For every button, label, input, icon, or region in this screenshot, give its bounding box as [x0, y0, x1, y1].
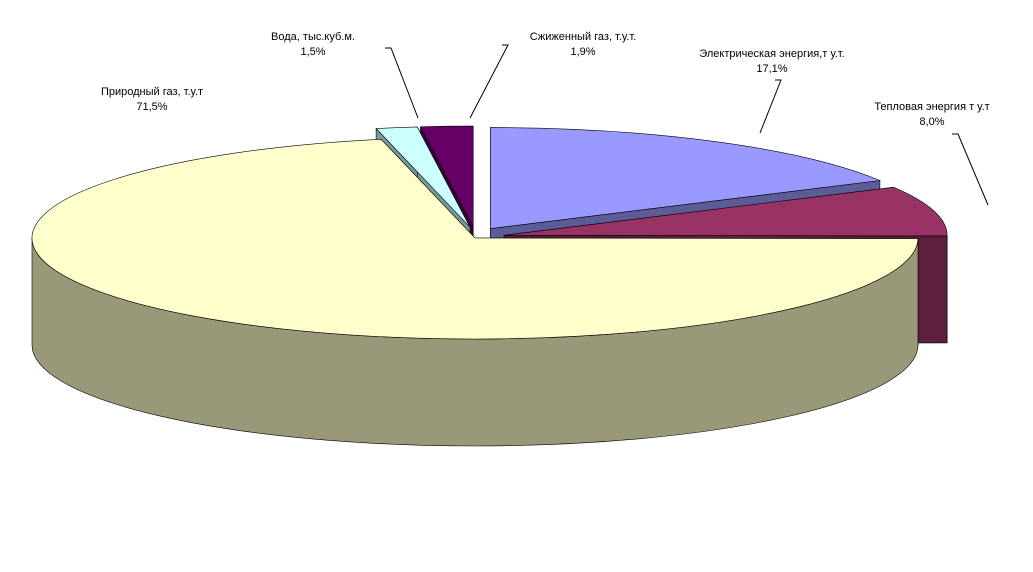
slice-value-label: 17,1% — [756, 63, 787, 75]
slice-label: Природный газ, т.у.т — [101, 86, 203, 98]
slice-value-label: 1,9% — [570, 46, 595, 58]
slice-top — [490, 127, 882, 229]
slice-top — [31, 138, 919, 340]
slice-top — [504, 186, 948, 237]
slice-top — [375, 126, 471, 228]
leader-line — [385, 47, 419, 119]
slice-label: Сжиженный газ, т.у.т. — [530, 31, 637, 43]
slice-label: Тепловая энергия т у.т — [874, 101, 989, 113]
slice-value-label: 71,5% — [136, 101, 167, 113]
slice-label: Вода, тыс.куб.м. — [271, 31, 355, 43]
leader-line — [759, 79, 782, 134]
slice-top — [419, 125, 474, 228]
leader-line — [469, 44, 509, 119]
slice-value-label: 1,5% — [300, 46, 325, 58]
slice-value-label: 8,0% — [919, 116, 944, 128]
leader-line — [952, 133, 989, 206]
slice-label: Электрическая энергия,т у.т. — [699, 48, 844, 60]
pie-slice — [31, 138, 919, 447]
